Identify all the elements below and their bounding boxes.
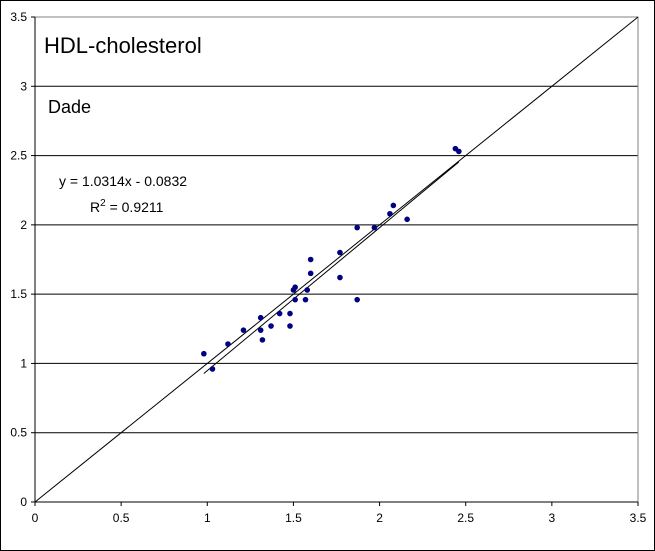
data-point-16	[307, 256, 314, 263]
plot-area-border	[34, 16, 639, 503]
data-point-6	[259, 337, 266, 343]
x-axis-ticks: 0 0.5 1 1.5 2 2.5 3 3.5	[32, 502, 647, 525]
x-tick-label-2.5: 2.5	[457, 511, 474, 525]
data-point-24	[390, 202, 397, 209]
r-squared-prefix: R	[90, 199, 100, 215]
data-points	[201, 145, 462, 372]
data-point-15	[304, 287, 311, 293]
r-squared-label: R2 = 0.9211	[90, 198, 164, 215]
data-point-13	[292, 284, 298, 291]
data-point-18	[337, 274, 343, 281]
y-tick-label-2: 2	[20, 218, 27, 232]
data-point-8	[276, 310, 283, 317]
y-tick-label-3.5: 3.5	[10, 10, 27, 24]
y-tick-label-3: 3	[20, 79, 27, 93]
data-point-1	[209, 366, 216, 372]
regression-line-layer	[203, 161, 460, 374]
x-tick-label-3.5: 3.5	[630, 511, 647, 525]
regression-line	[203, 161, 460, 374]
data-point-12	[292, 296, 298, 303]
data-point-27	[456, 148, 462, 155]
r-squared-value: = 0.9211	[106, 199, 164, 215]
x-tick-label-2: 2	[376, 511, 383, 525]
data-point-10	[287, 323, 293, 329]
data-point-22	[371, 224, 378, 231]
data-point-9	[287, 310, 293, 317]
data-point-17	[307, 270, 314, 277]
data-point-7	[268, 323, 274, 329]
data-point-20	[354, 296, 360, 303]
x-tick-label-0: 0	[32, 511, 39, 525]
y-tick-label-1.5: 1.5	[10, 287, 27, 301]
data-point-5	[257, 314, 264, 321]
x-tick-label-1: 1	[204, 511, 211, 525]
gridlines	[35, 16, 638, 434]
x-tick-label-3: 3	[549, 511, 556, 525]
chart-title: HDL-cholesterol	[44, 33, 202, 58]
y-tick-label-2.5: 2.5	[10, 149, 27, 163]
data-point-3	[240, 327, 247, 333]
data-point-4	[257, 327, 264, 333]
x-tick-label-0.5: 0.5	[113, 511, 130, 525]
identity-line	[34, 16, 639, 503]
regression-equation: y = 1.0314x - 0.0832	[59, 173, 187, 189]
data-point-23	[387, 210, 393, 217]
y-axis-ticks: 0 0.5 1 1.5 2 2.5 3 3.5	[10, 10, 35, 509]
r-squared-superscript: 2	[100, 198, 106, 209]
data-point-0	[201, 350, 207, 357]
data-point-19	[337, 249, 343, 256]
y-tick-label-0.5: 0.5	[10, 426, 27, 440]
y-tick-label-1: 1	[20, 356, 27, 370]
data-point-14	[302, 296, 309, 303]
y-tick-label-0: 0	[20, 495, 27, 509]
data-point-2	[225, 341, 231, 347]
x-tick-label-1.5: 1.5	[285, 511, 302, 525]
identity-line-layer	[34, 16, 639, 503]
chart-subtitle: Dade	[48, 97, 91, 117]
data-point-25	[404, 216, 410, 223]
data-point-21	[354, 224, 360, 231]
